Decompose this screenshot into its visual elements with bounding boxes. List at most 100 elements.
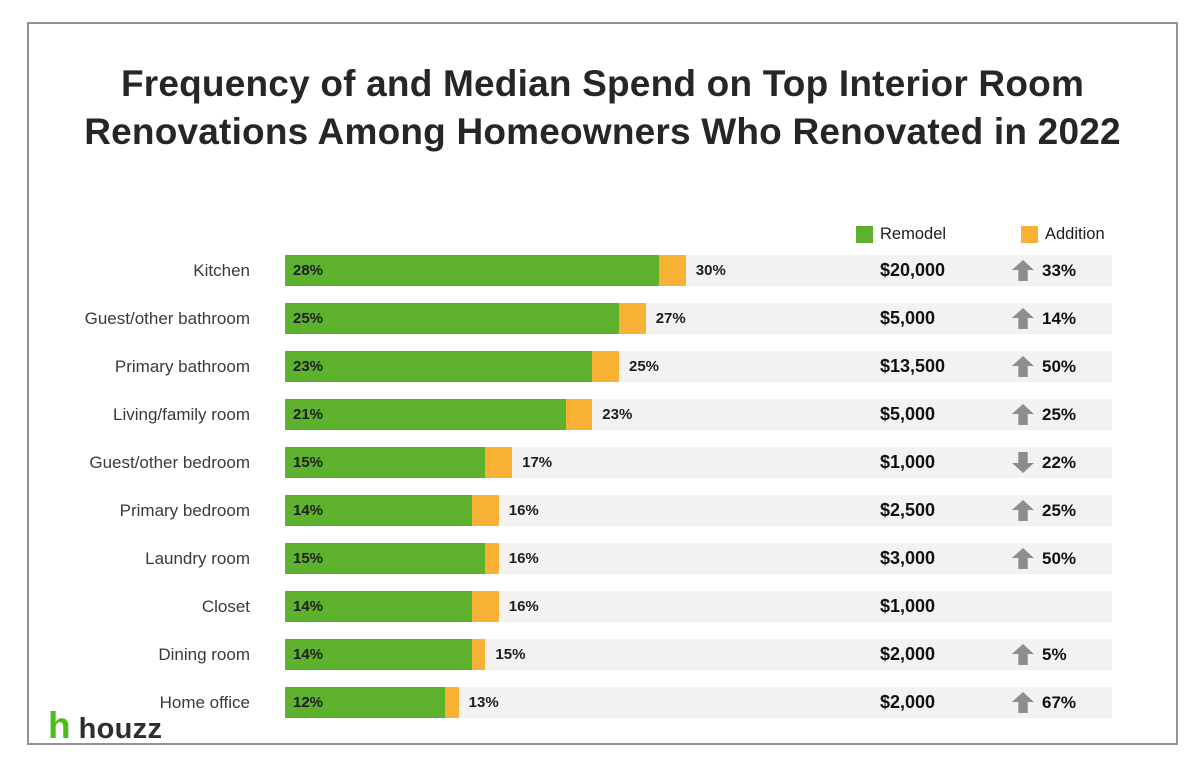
addition-bar <box>445 687 459 718</box>
bar-track: 28% <box>285 255 1112 286</box>
chart-row: Guest/other bathroom 25% 27% $5,000 14% <box>29 303 1176 334</box>
remodel-bar: 14% <box>285 591 473 622</box>
total-percent-label: 17% <box>522 454 553 471</box>
remodel-percent-label: 21% <box>293 406 324 423</box>
chart-row: Primary bathroom 23% 25% $13,500 50% <box>29 351 1176 382</box>
change-arrow-icon <box>1012 644 1034 665</box>
total-percent-label: 25% <box>629 358 660 375</box>
remodel-percent-label: 23% <box>293 358 324 375</box>
chart-row: Kitchen 28% 30% $20,000 33% <box>29 255 1176 286</box>
legend-item-remodel: Remodel <box>856 223 946 245</box>
median-spend-value: $2,000 <box>880 692 936 712</box>
addition-bar <box>565 399 593 430</box>
remodel-bar: 12% <box>285 687 446 718</box>
median-spend-value: $3,000 <box>880 548 936 568</box>
remodel-bar: 23% <box>285 351 593 382</box>
addition-bar <box>485 543 499 574</box>
category-label: Guest/other bathroom <box>84 309 250 328</box>
remodel-percent-label: 14% <box>293 646 324 663</box>
chart-row: Dining room 14% 15% $2,000 5% <box>29 639 1176 670</box>
change-percent-label: 50% <box>1042 357 1077 376</box>
change-percent-label: 67% <box>1042 693 1077 712</box>
remodel-bar: 14% <box>285 639 473 670</box>
bar-track: 14% <box>285 591 1112 622</box>
category-label: Dining room <box>158 645 250 664</box>
category-label: Primary bathroom <box>114 357 250 376</box>
median-spend-value: $20,000 <box>880 260 946 280</box>
change-percent-label: 25% <box>1042 405 1077 424</box>
addition-bar <box>485 447 513 478</box>
total-percent-label: 15% <box>495 646 526 663</box>
change-percent-label: 14% <box>1042 309 1077 328</box>
bar-track: 23% <box>285 351 1112 382</box>
change-arrow-icon <box>1012 692 1034 713</box>
chart-title: Frequency of and Median Spend on Top Int… <box>29 60 1176 156</box>
change-percent-label: 50% <box>1042 549 1077 568</box>
median-spend-value: $1,000 <box>880 596 936 616</box>
median-spend-value: $2,500 <box>880 500 936 520</box>
addition-bar <box>472 591 499 622</box>
remodel-percent-label: 14% <box>293 502 324 519</box>
chart-row: Laundry room 15% 16% $3,000 50% <box>29 543 1176 574</box>
chart-row: Primary bedroom 14% 16% $2,500 25% <box>29 495 1176 526</box>
remodel-percent-label: 12% <box>293 694 324 711</box>
change-percent-label: 25% <box>1042 501 1077 520</box>
remodel-percent-label: 15% <box>293 550 324 567</box>
remodel-bar: 15% <box>285 447 486 478</box>
addition-bar <box>619 303 646 334</box>
total-percent-label: 27% <box>655 310 686 327</box>
remodel-bar: 21% <box>285 399 566 430</box>
chart-card: Frequency of and Median Spend on Top Int… <box>27 22 1178 745</box>
addition-bar <box>472 495 499 526</box>
category-label: Laundry room <box>145 549 250 568</box>
median-spend-value: $1,000 <box>880 452 936 472</box>
addition-swatch-icon <box>1021 225 1038 243</box>
chart-row: Guest/other bedroom 15% 17% $1,000 22% <box>29 447 1176 478</box>
total-percent-label: 16% <box>508 502 539 519</box>
remodel-bar: 14% <box>285 495 473 526</box>
total-percent-label: 13% <box>468 694 499 711</box>
legend-addition-label: Addition <box>1045 224 1105 243</box>
category-label: Kitchen <box>193 261 250 280</box>
median-spend-value: $5,000 <box>880 404 936 424</box>
change-percent-label: 33% <box>1042 261 1077 280</box>
addition-bar <box>592 351 619 382</box>
category-label: Closet <box>201 597 250 616</box>
change-arrow-icon <box>1012 404 1034 425</box>
remodel-percent-label: 25% <box>293 310 324 327</box>
remodel-percent-label: 28% <box>293 262 324 279</box>
addition-bar <box>659 255 686 286</box>
bar-track: 21% <box>285 399 1112 430</box>
change-percent-label: 22% <box>1042 453 1077 472</box>
remodel-percent-label: 14% <box>293 598 324 615</box>
change-arrow-icon <box>1012 260 1034 281</box>
addition-bar <box>472 639 486 670</box>
change-arrow-icon <box>1012 500 1034 521</box>
chart-row: Home office 12% 13% $2,000 67% <box>29 687 1176 718</box>
bar-track: 15% <box>285 543 1112 574</box>
median-spend-value: $5,000 <box>880 308 936 328</box>
legend-remodel-label: Remodel <box>880 224 947 243</box>
remodel-percent-label: 15% <box>293 454 324 471</box>
chart-title-line1: Frequency of and Median Spend on Top Int… <box>120 63 1085 104</box>
change-percent-label: 5% <box>1042 645 1067 664</box>
category-label: Home office <box>159 693 250 712</box>
total-percent-label: 16% <box>508 598 539 615</box>
chart-title-line2: Renovations Among Homeowners Who Renovat… <box>84 111 1121 152</box>
bar-track: 14% <box>285 639 1112 670</box>
chart-row: Living/family room 21% 23% $5,000 25% <box>29 399 1176 430</box>
bar-track: 12% <box>285 687 1112 718</box>
remodel-bar: 25% <box>285 303 619 334</box>
total-percent-label: 30% <box>695 262 726 279</box>
bar-track: 14% <box>285 495 1112 526</box>
houzz-logo: h houzz <box>48 707 163 746</box>
change-arrow-icon <box>1012 356 1034 377</box>
remodel-bar: 28% <box>285 255 660 286</box>
category-label: Living/family room <box>113 405 250 424</box>
houzz-logo-text: houzz <box>78 712 163 745</box>
category-label: Primary bedroom <box>119 501 250 520</box>
change-arrow-icon <box>1012 308 1034 329</box>
bar-track: 15% <box>285 447 1112 478</box>
remodel-bar: 15% <box>285 543 486 574</box>
total-percent-label: 23% <box>602 406 633 423</box>
